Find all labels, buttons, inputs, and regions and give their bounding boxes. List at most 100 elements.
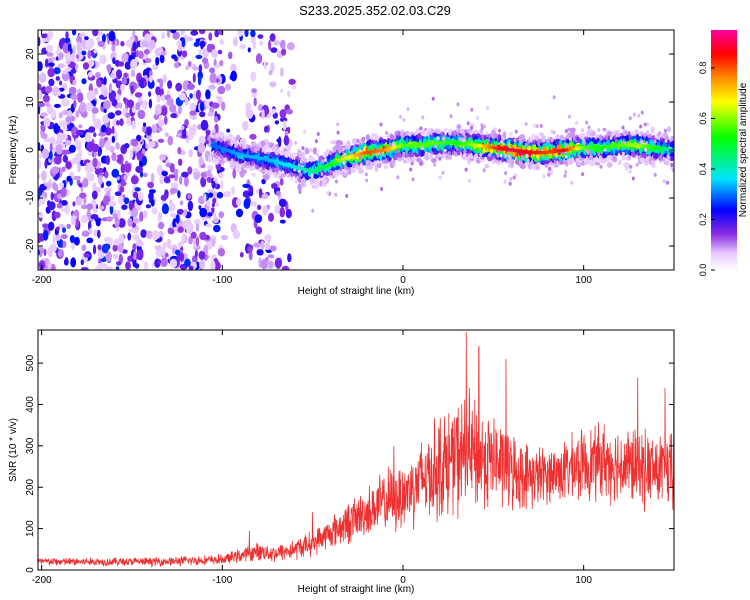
ridge-cell <box>301 151 305 158</box>
colorbar-ticks: 0.0 0.2 0.4 0.6 0.8 <box>698 62 715 276</box>
halo-cell <box>568 114 571 119</box>
noise-cell <box>292 84 296 90</box>
noise-cell <box>48 78 55 87</box>
noise-cell <box>100 124 107 133</box>
y-tick-label: 400 <box>25 396 36 413</box>
noise-cell <box>97 150 101 157</box>
noise-cell <box>95 72 101 78</box>
noise-cell <box>122 97 127 103</box>
halo-cell <box>336 130 340 135</box>
halo-cell <box>395 148 399 153</box>
noise-cell <box>247 245 253 253</box>
ridge-cell <box>416 128 421 134</box>
noise-cell <box>134 187 141 192</box>
halo-cell <box>493 127 497 132</box>
noise-cell <box>188 149 193 158</box>
noise-cell <box>70 93 79 100</box>
halo-cell <box>482 168 486 173</box>
noise-cell <box>288 78 296 85</box>
halo-cell <box>662 179 666 184</box>
halo-cell <box>337 170 341 174</box>
noise-cell <box>139 211 144 222</box>
noise-cell <box>146 126 152 136</box>
noise-cell <box>137 96 143 102</box>
noise-cell <box>141 100 148 110</box>
noise-cell <box>261 193 269 200</box>
ridge-cell <box>221 160 225 165</box>
halo-cell <box>609 135 613 140</box>
noise-cell <box>157 119 165 128</box>
noise-cell <box>39 130 43 136</box>
noise-cell <box>207 169 212 177</box>
noise-cell <box>126 39 134 48</box>
halo-cell <box>480 126 484 131</box>
noise-cell <box>261 178 266 185</box>
noise-cell <box>81 230 90 237</box>
halo-cell <box>575 120 579 125</box>
noise-cell <box>61 109 69 116</box>
noise-cell <box>287 90 291 97</box>
noise-cell <box>208 84 216 90</box>
ridge-cell <box>358 167 364 174</box>
noise-cell <box>81 244 87 252</box>
noise-cell <box>88 126 96 133</box>
halo-cell <box>560 135 564 140</box>
noise-cell <box>143 172 148 178</box>
noise-cell <box>179 176 183 185</box>
ridge-cell <box>589 159 595 167</box>
noise-cell <box>215 163 222 171</box>
noise-cell <box>45 101 50 107</box>
noise-cell <box>242 183 251 188</box>
halo-cell <box>519 161 522 166</box>
halo-cell <box>441 170 445 175</box>
noise-cell <box>127 217 133 227</box>
noise-cell <box>86 237 94 244</box>
noise-cell <box>136 134 142 142</box>
noise-cell <box>235 198 242 206</box>
noise-cell <box>85 39 93 51</box>
noise-cell <box>80 259 85 266</box>
noise-cell <box>79 32 86 38</box>
noise-cell <box>177 104 183 115</box>
noise-cell <box>59 182 64 189</box>
noise-cell <box>184 258 191 267</box>
halo-cell <box>459 137 463 142</box>
noise-cell <box>111 135 115 143</box>
halo-cell <box>449 114 453 119</box>
halo-cell <box>486 106 490 111</box>
halo-cell <box>599 136 603 141</box>
noise-cell <box>70 257 77 268</box>
halo-cell <box>462 131 466 136</box>
noise-cell <box>199 101 205 112</box>
ridge-cell <box>650 126 655 134</box>
figure-title: S233.2025.352.02.03.C29 <box>299 3 451 18</box>
noise-cell <box>130 207 139 218</box>
noise-cell <box>55 76 60 81</box>
ridge-cell <box>335 165 341 170</box>
noise-cell <box>54 155 62 165</box>
halo-cell <box>533 123 537 128</box>
halo-cell <box>326 191 330 196</box>
noise-cell <box>175 82 183 92</box>
halo-cell <box>411 177 415 182</box>
noise-cell <box>223 191 231 198</box>
noise-cell <box>105 155 111 166</box>
colorbar: 0.0 0.2 0.4 0.6 0.8 Normalized spectral ampl… <box>698 30 749 276</box>
ridge-cell <box>367 165 374 170</box>
halo-cell <box>581 172 585 177</box>
noise-cell <box>105 127 112 136</box>
noise-cell <box>209 67 216 74</box>
halo-cell <box>539 124 543 128</box>
halo-cell <box>303 183 307 188</box>
noise-cell <box>270 62 275 73</box>
noise-cell <box>48 62 55 67</box>
ridge-cell <box>472 129 479 134</box>
halo-cell <box>564 169 568 174</box>
ridge-cell <box>410 156 415 162</box>
noise-cell <box>207 212 213 217</box>
noise-cell <box>202 48 209 58</box>
noise-cell <box>285 208 292 219</box>
noise-cell <box>276 190 281 197</box>
halo-cell <box>488 134 492 138</box>
